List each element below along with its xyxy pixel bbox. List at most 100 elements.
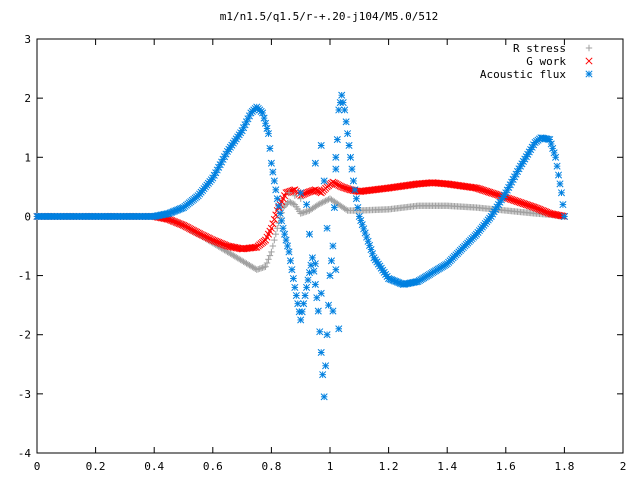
data-point [332, 153, 340, 161]
data-point [332, 266, 340, 274]
data-point [323, 331, 331, 339]
data-point [349, 186, 357, 194]
data-point [262, 263, 269, 270]
x-tick-label: 1.6 [496, 460, 516, 473]
data-point [351, 186, 359, 194]
data-point [288, 266, 296, 274]
data-point [557, 212, 566, 220]
series-layer [33, 91, 568, 401]
data-point [554, 171, 563, 179]
data-point [546, 135, 554, 144]
data-point [276, 209, 284, 218]
data-point [275, 202, 283, 210]
series-0 [33, 195, 568, 273]
data-point [271, 236, 278, 244]
data-point [327, 257, 336, 265]
data-point [550, 210, 558, 218]
data-point [308, 254, 316, 262]
data-point [269, 242, 277, 250]
data-point [297, 189, 305, 197]
data-point [307, 261, 315, 269]
data-point [335, 106, 343, 114]
data-point [228, 243, 236, 251]
legend-marker [585, 70, 593, 78]
data-point [288, 199, 296, 207]
data-point [310, 267, 318, 275]
data-point [560, 212, 568, 220]
data-point [305, 230, 314, 238]
x-tick-label: 1.8 [554, 460, 574, 473]
data-point [223, 242, 232, 250]
x-tick-label: 0.4 [144, 460, 164, 473]
data-point [286, 257, 294, 265]
data-point [554, 211, 563, 219]
data-point [342, 206, 350, 213]
legend-marker [585, 57, 593, 65]
data-point [215, 163, 223, 171]
data-point [281, 230, 289, 238]
chart-title: m1/n1.5/q1.5/r-+.20-j104/M5.0/512 [220, 10, 439, 23]
data-point [250, 243, 258, 252]
y-tick-label: -1 [18, 270, 31, 283]
data-point [333, 135, 341, 144]
series-1 [33, 178, 568, 253]
data-point [552, 211, 560, 219]
data-point [285, 198, 293, 205]
data-point [232, 244, 240, 252]
data-point [549, 210, 557, 218]
data-point [550, 149, 558, 157]
x-tick-label: 2 [620, 460, 627, 473]
data-point [278, 217, 286, 225]
data-point [341, 106, 349, 114]
data-point [349, 177, 357, 185]
data-point [559, 201, 567, 209]
data-point [342, 118, 350, 126]
data-point [263, 259, 271, 267]
legend-marker [585, 44, 593, 52]
legend-label: Acoustic flux [480, 68, 566, 81]
data-point [304, 276, 312, 284]
data-point [273, 195, 281, 203]
data-point [285, 189, 293, 196]
data-point [318, 199, 325, 207]
data-point [311, 159, 319, 167]
data-point [225, 242, 233, 250]
data-point [319, 199, 326, 206]
data-point [330, 204, 338, 212]
data-point [272, 230, 279, 238]
y-tick-label: 1 [24, 151, 31, 164]
data-point [311, 280, 319, 288]
data-point [283, 242, 292, 250]
data-point [270, 177, 278, 185]
y-tick-label: 3 [24, 33, 31, 46]
data-point [329, 242, 337, 250]
series-2 [33, 91, 568, 401]
data-point [226, 243, 234, 251]
data-point [260, 114, 268, 122]
data-point [332, 165, 340, 173]
data-point [268, 248, 275, 256]
data-point [261, 119, 270, 127]
legend-label: R stress [513, 42, 566, 55]
data-point [303, 283, 311, 291]
data-point [234, 244, 242, 252]
data-point [290, 200, 297, 208]
data-point [263, 124, 271, 133]
data-point [231, 243, 239, 252]
data-point [556, 211, 564, 220]
data-point [319, 371, 327, 379]
data-point [310, 186, 318, 194]
data-point [291, 283, 299, 291]
data-point [300, 300, 308, 308]
data-point [279, 224, 287, 232]
data-point [506, 181, 514, 189]
data-point [314, 307, 322, 315]
data-point [320, 198, 328, 205]
data-point [320, 393, 328, 401]
data-point [345, 141, 353, 150]
data-point [267, 224, 275, 232]
y-tick-label: -4 [18, 447, 32, 460]
x-tick-label: 0 [34, 460, 41, 473]
data-point [323, 224, 331, 232]
